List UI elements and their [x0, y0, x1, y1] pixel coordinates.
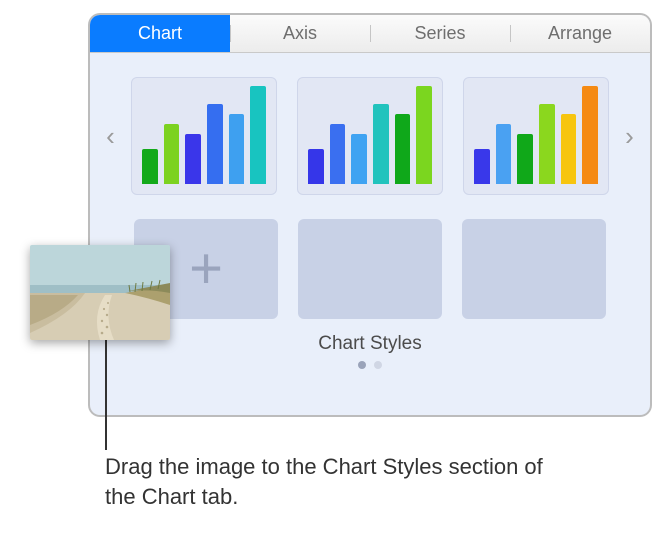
chart-styles-panel: ‹ › + Chart Styles — [90, 53, 650, 379]
chart-bar — [395, 114, 411, 184]
callout-line — [105, 340, 107, 450]
chart-styles-caption: Chart Styles — [98, 333, 642, 355]
chart-bar — [561, 114, 577, 184]
chart-bar — [582, 86, 598, 184]
chart-bar — [164, 124, 180, 184]
chart-bar — [496, 124, 512, 184]
chart-bar — [185, 134, 201, 184]
chart-style-empty-slot[interactable] — [298, 219, 442, 319]
tab-axis[interactable]: Axis — [230, 15, 370, 52]
chart-style-empty-slot[interactable] — [462, 219, 606, 319]
next-styles-button[interactable]: › — [617, 71, 642, 201]
tab-chart[interactable]: Chart — [90, 15, 230, 52]
tab-bar: Chart Axis Series Arrange — [90, 15, 650, 53]
chart-bar — [517, 134, 533, 184]
chart-bar — [539, 104, 555, 184]
page-dot[interactable] — [374, 361, 382, 369]
chart-bar — [142, 149, 158, 184]
chart-styles-row: ‹ › — [98, 71, 642, 201]
chart-bar — [373, 104, 389, 184]
chart-bar — [308, 149, 324, 184]
chart-bar — [474, 149, 490, 184]
page-dots — [98, 361, 642, 369]
chart-style-thumb[interactable] — [297, 77, 443, 195]
tab-series[interactable]: Series — [370, 15, 510, 52]
plus-icon: + — [189, 240, 223, 298]
chart-bar — [229, 114, 245, 184]
tab-arrange[interactable]: Arrange — [510, 15, 650, 52]
chart-style-placeholder-row: + — [134, 219, 606, 319]
prev-styles-button[interactable]: ‹ — [98, 71, 123, 201]
callout-text: Drag the image to the Chart Styles secti… — [105, 452, 545, 511]
chart-bar — [250, 86, 266, 184]
chart-style-thumbs — [131, 77, 609, 195]
chart-style-thumb[interactable] — [131, 77, 277, 195]
inspector-panel: Chart Axis Series Arrange ‹ › + Chart St… — [90, 15, 650, 415]
chart-bar — [416, 86, 432, 184]
chart-bar — [351, 134, 367, 184]
chart-bar — [330, 124, 346, 184]
chart-bar — [207, 104, 223, 184]
chart-style-thumb[interactable] — [463, 77, 609, 195]
page-dot[interactable] — [358, 361, 366, 369]
dragged-image[interactable] — [30, 245, 170, 340]
